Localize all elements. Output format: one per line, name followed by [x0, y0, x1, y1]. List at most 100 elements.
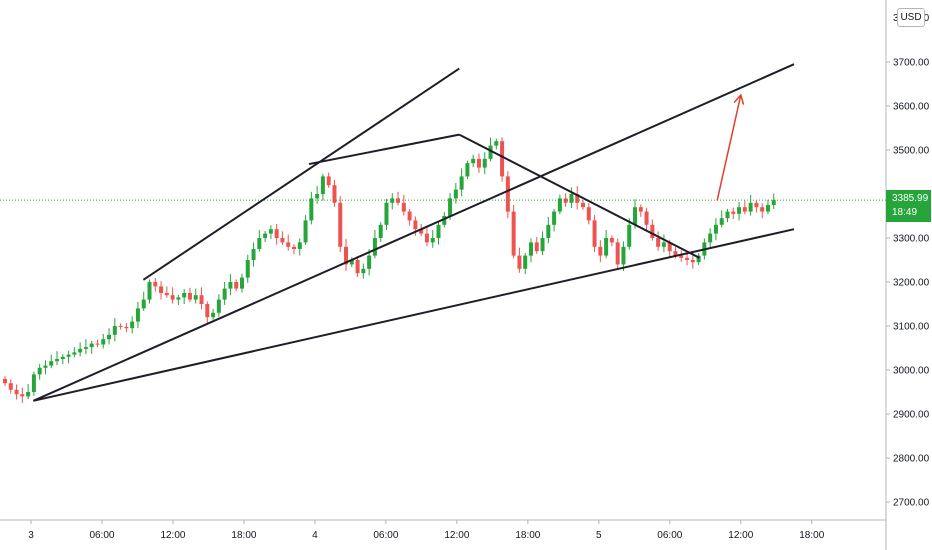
candle-body	[575, 194, 580, 203]
candle-body	[361, 268, 366, 274]
candle-body	[413, 220, 418, 230]
candle-body	[656, 238, 661, 247]
candle-body	[442, 216, 447, 225]
trendline[interactable]	[458, 133, 700, 259]
plot-area	[0, 0, 886, 520]
candle-body	[216, 299, 221, 313]
candle-body	[771, 200, 776, 205]
candle-body	[378, 224, 383, 238]
candle-body	[26, 392, 31, 397]
y-tick-label: 3200.00	[893, 278, 930, 289]
candle-body	[49, 361, 54, 366]
countdown-timer: 18:49	[892, 207, 918, 218]
trendline[interactable]	[33, 228, 795, 402]
candle-body	[20, 394, 25, 397]
x-tick-label: 5	[596, 530, 602, 541]
candle-body	[135, 308, 140, 322]
candle-body	[159, 286, 164, 293]
x-tick-label: 18:00	[799, 530, 824, 541]
candle-body	[280, 238, 285, 243]
candle-body	[476, 158, 481, 168]
candle-body	[384, 202, 389, 225]
candle-body	[372, 238, 377, 256]
candle-body	[459, 176, 464, 190]
candle-body	[338, 202, 343, 247]
trendline[interactable]	[142, 67, 460, 281]
y-tick-label: 3300.00	[893, 234, 930, 245]
y-tick-label: 2800.00	[893, 454, 930, 465]
candle-body	[182, 293, 187, 298]
candle-body	[633, 207, 638, 225]
candle-body	[101, 339, 106, 345]
candle-body	[107, 334, 112, 340]
candle-body	[540, 238, 545, 252]
candle-body	[83, 347, 88, 349]
candle-body	[124, 326, 129, 329]
candle-body	[650, 224, 655, 238]
candle-body	[390, 198, 395, 203]
x-tick-label: 4	[312, 530, 318, 541]
candle-body	[725, 211, 730, 219]
candle-body	[407, 211, 412, 221]
candle-body	[609, 238, 614, 243]
candle-body	[419, 229, 424, 234]
candle-body	[37, 367, 42, 375]
candle-body	[592, 220, 597, 247]
trendline[interactable]	[32, 63, 795, 402]
y-tick-label: 3600.00	[893, 102, 930, 113]
candle-body	[494, 141, 499, 146]
candle-body	[552, 211, 557, 225]
y-tick-label: 3700.00	[893, 58, 930, 69]
candle-body	[303, 220, 308, 243]
candle-body	[563, 198, 568, 203]
x-tick-label: 3	[28, 530, 34, 541]
candle-body	[199, 295, 204, 304]
candle-body	[78, 348, 83, 353]
candle-body	[234, 282, 239, 289]
x-tick-label: 12:00	[444, 530, 469, 541]
candle-body	[349, 260, 354, 265]
candle-body	[471, 158, 476, 164]
candle-body	[170, 295, 175, 300]
candle-body	[546, 224, 551, 238]
candle-body	[615, 242, 620, 265]
candle-body	[679, 255, 684, 258]
candle-body	[534, 242, 539, 252]
candle-body	[286, 242, 291, 247]
candle-body	[239, 277, 244, 289]
candle-body	[528, 242, 533, 256]
x-tick-label: 06:00	[373, 530, 398, 541]
x-axis: 3 06:00 12:00 18:00 4 06:00 12:00 18:00 5 06:00 12…	[28, 520, 825, 541]
candle-body	[309, 198, 314, 221]
x-tick-label: 12:00	[160, 530, 185, 541]
candle-body	[448, 198, 453, 216]
candle-body	[396, 198, 401, 203]
projection-arrow[interactable]	[716, 94, 742, 201]
candle-body	[436, 224, 441, 238]
candle-body	[315, 194, 320, 199]
candle-body	[211, 312, 216, 318]
last-price-value: 3385.99	[892, 193, 929, 204]
candle-body	[638, 207, 643, 212]
candles-layer	[3, 137, 776, 403]
candle-body	[690, 260, 695, 263]
candle-body	[673, 251, 678, 256]
candle-body	[604, 238, 609, 256]
candle-body	[222, 288, 227, 300]
trendline[interactable]	[308, 133, 460, 166]
candle-body	[3, 378, 7, 384]
candle-body	[43, 365, 48, 368]
candle-body	[627, 224, 632, 247]
candle-body	[621, 246, 626, 265]
candle-body	[586, 207, 591, 221]
projection-arrow-head	[733, 93, 745, 105]
candle-body	[118, 326, 123, 327]
currency-label[interactable]: USD	[897, 8, 925, 27]
y-axis: 3700.00 3600.00 3500.00 3300.00 3200.00 3100.…	[886, 13, 930, 509]
candle-body	[251, 249, 256, 260]
candle-body	[661, 242, 666, 247]
candle-body	[482, 158, 487, 168]
candle-body	[748, 202, 753, 212]
candle-body	[719, 218, 724, 225]
